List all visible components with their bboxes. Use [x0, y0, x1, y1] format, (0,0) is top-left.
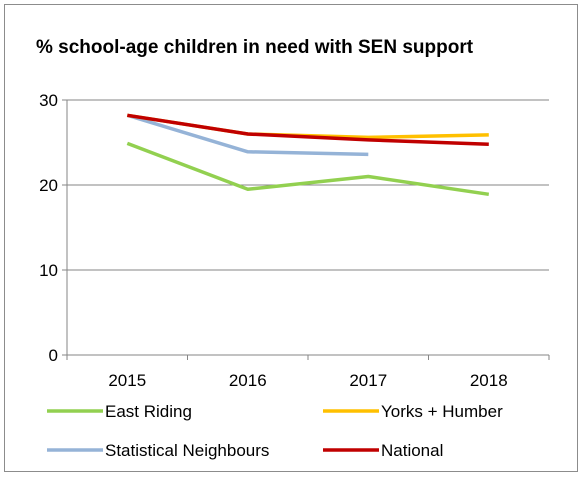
- series-line-east-riding: [126, 141, 490, 197]
- chart-title: % school-age children in need with SEN s…: [36, 37, 474, 58]
- y-tick-label: 20: [39, 176, 58, 195]
- series-line-national: [127, 113, 489, 146]
- series-line-yorks-humber: [127, 113, 489, 140]
- x-tick-label: 2015: [108, 371, 146, 390]
- x-tick-label: 2018: [470, 371, 508, 390]
- series-line-statistical-neighbours: [126, 113, 369, 157]
- series-lines: [126, 113, 490, 197]
- legend: East Riding Yorks + Humber Statistical Nei…: [47, 402, 503, 460]
- y-tick-label: 10: [39, 261, 58, 280]
- legend-label-national: National: [381, 441, 443, 460]
- x-tick-label: 2017: [349, 371, 387, 390]
- axes: 0 10 20 30 2015 2016 2017 2018: [39, 91, 550, 390]
- legend-label-statistical-neighbours: Statistical Neighbours: [105, 441, 269, 460]
- y-tick-label: 30: [39, 91, 58, 110]
- legend-label-east-riding: East Riding: [105, 402, 192, 421]
- chart-frame: [4, 4, 578, 472]
- x-tick-label: 2016: [229, 371, 267, 390]
- legend-label-yorks-humber: Yorks + Humber: [381, 402, 503, 421]
- y-tick-label: 0: [49, 346, 58, 365]
- grid-lines: [67, 99, 549, 271]
